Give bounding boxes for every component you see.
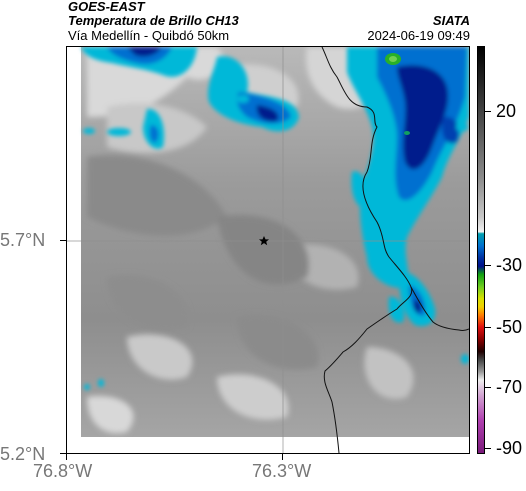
star-icon <box>259 236 269 246</box>
colorbar <box>477 46 485 454</box>
colorbar-tick <box>485 448 491 449</box>
colorbar-tick <box>485 387 491 388</box>
lon-tick <box>66 454 67 460</box>
colorbar-label: -30 <box>496 255 523 275</box>
lon-label: 76.8°W <box>33 461 93 481</box>
satellite-title: GOES-EAST <box>68 0 145 14</box>
lon-tick <box>282 454 283 460</box>
boundary-line <box>321 47 413 453</box>
lat-label: 5.2°N <box>0 444 46 464</box>
warm-surface-patches <box>87 155 319 370</box>
colorbar-tick <box>485 265 491 266</box>
lon-label: 76.3°W <box>252 461 312 481</box>
lat-tick <box>60 240 66 241</box>
colorbar-label: -50 <box>496 317 523 337</box>
colorbar-tick <box>485 111 491 112</box>
graticule <box>67 47 469 453</box>
boundary-line-east <box>410 286 469 331</box>
colorbar-label: -90 <box>496 438 523 458</box>
product-title: Temperatura de Brillo CH13 <box>68 13 239 28</box>
colorbar-tick <box>485 327 491 328</box>
colorbar-label: -70 <box>496 377 523 397</box>
colorbar-label: 20 <box>496 101 517 121</box>
region-subtitle: Vía Medellín - Quibdó 50km <box>68 28 230 43</box>
cold-cloud-tops <box>81 47 469 390</box>
org-label: SIATA <box>432 13 470 28</box>
map-svg <box>67 47 469 453</box>
timestamp-label: 2024-06-19 09:49 <box>367 28 470 43</box>
convective-core <box>385 53 410 135</box>
map-panel <box>66 46 470 454</box>
lat-label: 5.7°N <box>0 230 46 250</box>
lat-tick <box>60 453 66 454</box>
